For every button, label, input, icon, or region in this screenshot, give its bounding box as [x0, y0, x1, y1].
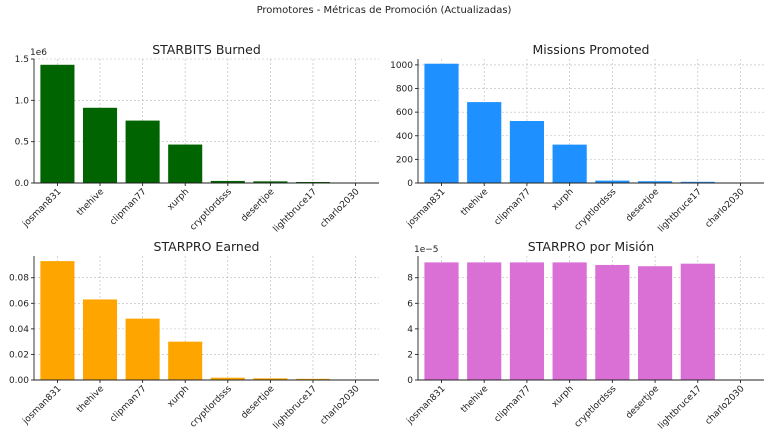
- x-tick-label: cryptlordsss: [573, 384, 619, 430]
- x-tick-label: lightbruce17: [272, 384, 319, 431]
- x-tick-label: desertjoe: [240, 384, 277, 421]
- bar-desertjoe: [637, 266, 673, 380]
- x-tick-label: desertjoe: [624, 384, 661, 421]
- y-tick-label: 0: [407, 376, 413, 386]
- x-tick-label: cryptlordsss: [188, 187, 234, 233]
- bar-xurph: [168, 341, 203, 380]
- x-tick-label: josman831: [21, 384, 64, 427]
- y-tick-label: 1.0: [15, 96, 30, 106]
- bar-xurph: [552, 262, 587, 380]
- y-tick-label: 0.06: [9, 299, 29, 309]
- bar-clipman77: [125, 318, 160, 380]
- x-tick-label: josman831: [405, 384, 448, 427]
- bar-josman831: [40, 261, 75, 380]
- y-tick-label: 0.5: [15, 138, 29, 148]
- x-tick-label: xurph: [166, 384, 192, 410]
- x-tick-label: lightbruce17: [657, 384, 704, 431]
- x-tick-label: josman831: [405, 187, 448, 230]
- x-tick-label: desertjoe: [624, 187, 661, 224]
- bar-thehive: [82, 107, 118, 183]
- bar-thehive: [82, 299, 118, 380]
- y-tick-label: 0.0: [15, 179, 30, 189]
- bar-lightbruce17: [680, 263, 715, 380]
- x-tick-label: xurph: [166, 187, 192, 213]
- y-tick-label: 8: [407, 274, 413, 284]
- bar-lightbruce17: [295, 182, 331, 183]
- subplot-title: STARPRO Earned: [154, 239, 260, 254]
- x-tick-label: clipman77: [108, 187, 148, 227]
- bar-clipman77: [125, 120, 160, 183]
- y-tick-label: 800: [396, 85, 413, 95]
- y-tick-label: 2: [407, 350, 413, 360]
- x-tick-label: desertjoe: [240, 187, 277, 224]
- x-tick-label: thehive: [459, 187, 490, 218]
- figure-suptitle: Promotores - Métricas de Promoción (Actu…: [257, 4, 512, 16]
- x-tick-label: thehive: [459, 384, 490, 415]
- bar-desertjoe: [637, 181, 673, 183]
- y-tick-label: 0.00: [9, 376, 29, 386]
- x-tick-label: xurph: [550, 384, 576, 410]
- x-tick-label: lightbruce17: [272, 187, 319, 234]
- x-tick-label: thehive: [75, 384, 106, 415]
- bar-josman831: [424, 63, 459, 183]
- y-tick-label: 0.04: [9, 325, 29, 335]
- bar-cryptlordsss: [595, 180, 630, 183]
- x-tick-label: cryptlordsss: [188, 384, 234, 430]
- subplot-title: STARBITS Burned: [152, 42, 261, 57]
- x-tick-label: lightbruce17: [657, 187, 704, 234]
- x-tick-label: clipman77: [493, 384, 533, 424]
- y-tick-label: 0.02: [9, 350, 29, 360]
- bar-josman831: [40, 64, 75, 183]
- axis-offset-label: 1e−5: [414, 245, 439, 255]
- bar-clipman77: [509, 262, 545, 380]
- x-tick-label: cryptlordsss: [573, 187, 619, 233]
- y-tick-label: 400: [396, 132, 413, 142]
- bar-thehive: [467, 262, 502, 380]
- y-tick-label: 0: [407, 179, 413, 189]
- y-tick-label: 6: [407, 299, 413, 309]
- axis-offset-label: 1e6: [30, 48, 47, 58]
- bar-xurph: [168, 144, 203, 183]
- y-tick-label: 1000: [390, 61, 413, 71]
- bar-lightbruce17: [680, 181, 715, 183]
- subplot-title: STARPRO por Misión: [528, 239, 654, 254]
- bar-lightbruce17: [295, 378, 331, 380]
- x-tick-label: charlo2030: [319, 384, 362, 427]
- y-tick-label: 4: [407, 325, 413, 335]
- x-tick-label: thehive: [75, 187, 106, 218]
- bar-xurph: [552, 144, 587, 183]
- bar-clipman77: [509, 121, 545, 183]
- subplot-title: Missions Promoted: [533, 42, 650, 57]
- bar-cryptlordsss: [210, 377, 245, 380]
- bar-josman831: [424, 262, 459, 380]
- x-tick-label: josman831: [21, 187, 64, 230]
- y-tick-label: 200: [396, 155, 413, 165]
- x-tick-label: clipman77: [493, 187, 533, 227]
- bar-cryptlordsss: [210, 180, 245, 183]
- x-tick-label: clipman77: [108, 384, 148, 424]
- bar-thehive: [467, 102, 502, 183]
- x-tick-label: charlo2030: [704, 384, 747, 427]
- y-tick-label: 0.08: [9, 274, 29, 284]
- y-tick-label: 1.5: [15, 55, 29, 65]
- bar-desertjoe: [253, 181, 288, 183]
- x-tick-label: xurph: [550, 187, 576, 213]
- x-tick-label: charlo2030: [704, 187, 747, 230]
- x-tick-label: charlo2030: [319, 187, 362, 230]
- bar-cryptlordsss: [595, 264, 630, 380]
- bar-desertjoe: [253, 378, 288, 380]
- y-tick-label: 600: [396, 108, 413, 118]
